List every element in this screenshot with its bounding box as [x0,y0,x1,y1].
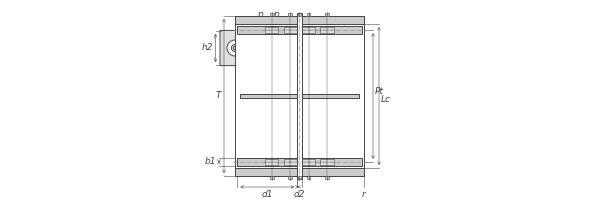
Bar [265,159,278,165]
Bar [238,26,362,34]
Bar [235,168,364,176]
Bar [284,159,297,165]
Bar [235,16,364,24]
Circle shape [293,40,308,56]
Circle shape [299,46,302,50]
Circle shape [276,40,292,56]
Ellipse shape [251,31,268,65]
Bar [284,27,297,33]
Bar [289,13,292,16]
Text: d2: d2 [293,190,305,199]
Bar [270,176,274,179]
Text: d1: d1 [262,190,273,199]
Circle shape [297,44,304,52]
Ellipse shape [300,31,317,65]
Ellipse shape [268,31,284,65]
Text: h2: h2 [202,44,213,52]
FancyBboxPatch shape [238,38,248,58]
Bar [265,27,278,33]
Circle shape [316,46,319,50]
Text: Lc: Lc [380,96,391,104]
Circle shape [260,40,276,56]
Bar [325,13,329,16]
FancyBboxPatch shape [220,30,332,66]
Circle shape [264,44,271,52]
Circle shape [266,46,269,50]
Text: b1: b1 [205,157,217,166]
Circle shape [313,44,320,52]
Bar [238,158,362,166]
Bar [297,13,302,179]
Bar [240,94,359,98]
Bar [307,13,310,16]
Text: p: p [273,10,279,19]
Circle shape [227,40,243,56]
FancyBboxPatch shape [254,38,265,58]
Bar [298,13,301,16]
Bar [235,16,364,176]
FancyBboxPatch shape [271,38,281,58]
Bar [302,159,315,165]
Text: r: r [362,190,366,199]
Bar [320,27,334,33]
Circle shape [250,46,253,50]
Ellipse shape [284,31,301,65]
Bar [325,176,329,179]
Ellipse shape [235,31,252,65]
Circle shape [309,40,325,56]
Circle shape [283,46,286,50]
Text: p: p [257,10,262,19]
Circle shape [244,40,259,56]
Bar [289,176,292,179]
Text: Pt: Pt [374,88,383,97]
Bar [270,13,274,16]
Circle shape [281,44,288,52]
Circle shape [232,44,239,52]
Bar [307,176,310,179]
FancyBboxPatch shape [287,38,298,58]
FancyBboxPatch shape [304,38,314,58]
Bar [298,176,301,179]
Circle shape [233,46,236,50]
Circle shape [248,44,255,52]
Text: T: T [216,92,221,100]
Bar [302,27,315,33]
Bar [320,159,334,165]
